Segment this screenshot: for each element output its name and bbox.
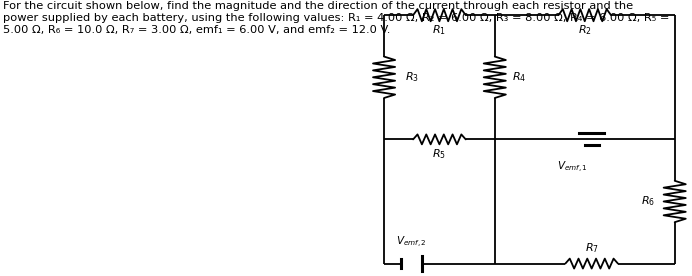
Text: $R_1$: $R_1$	[432, 23, 446, 37]
Text: $R_7$: $R_7$	[585, 242, 599, 255]
Text: $R_4$: $R_4$	[512, 70, 527, 84]
Text: $V_{emf,2}$: $V_{emf,2}$	[397, 235, 427, 250]
Text: $R_5$: $R_5$	[432, 148, 446, 161]
Text: $V_{emf,1}$: $V_{emf,1}$	[557, 160, 588, 174]
Text: $R_3$: $R_3$	[405, 70, 419, 84]
Text: $R_2$: $R_2$	[578, 23, 592, 37]
Text: $R_6$: $R_6$	[641, 195, 655, 208]
Text: For the circuit shown below, find the magnitude and the direction of the current: For the circuit shown below, find the ma…	[3, 1, 670, 34]
